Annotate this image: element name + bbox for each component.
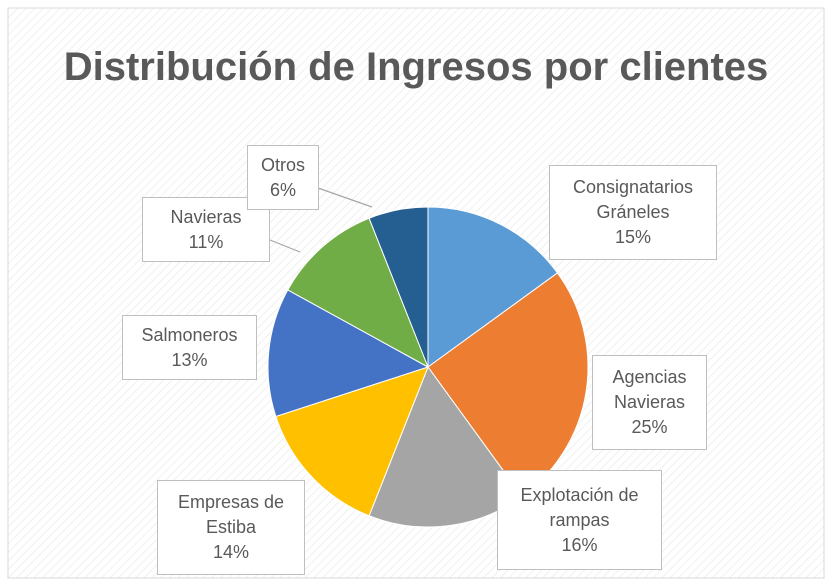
data-label: Otros 6% (247, 145, 319, 210)
label-category: Empresas de Estiba (177, 492, 285, 537)
data-label: Empresas de Estiba 14% (157, 480, 305, 575)
leader-line (479, 504, 501, 513)
label-category: Agencias Navieras (612, 367, 687, 412)
label-percent: 25% (631, 417, 668, 437)
label-percent: 16% (561, 534, 598, 555)
label-percent: 13% (171, 349, 208, 370)
label-category: Navieras (170, 206, 242, 227)
label-percent: 14% (212, 542, 250, 562)
leader-line (269, 239, 301, 253)
label-percent: 6% (269, 179, 296, 200)
label-percent: 11% (188, 231, 224, 252)
label-category: Salmoneros (141, 324, 238, 345)
label-category: Otros (260, 154, 305, 175)
pie-slice (267, 289, 430, 418)
label-category: Consignatarios Gráneles (572, 177, 694, 222)
chart-title: Distribución de Ingresos por clientes (63, 45, 769, 89)
pie-slice (427, 206, 559, 368)
leader-lines (269, 187, 501, 513)
data-label: Consignatarios Gráneles 15% (549, 165, 717, 260)
label-percent: 15% (614, 227, 652, 247)
data-label: Explotación de rampas 16% (497, 470, 662, 570)
label-category: Explotación de rampas (520, 484, 639, 530)
pie (267, 206, 589, 528)
pie-slice (287, 217, 429, 369)
pie-slice (368, 206, 429, 368)
leader-line (317, 187, 373, 208)
data-label: Agencias Navieras 25% (592, 355, 707, 450)
data-label: Salmoneros 13% (122, 315, 257, 380)
